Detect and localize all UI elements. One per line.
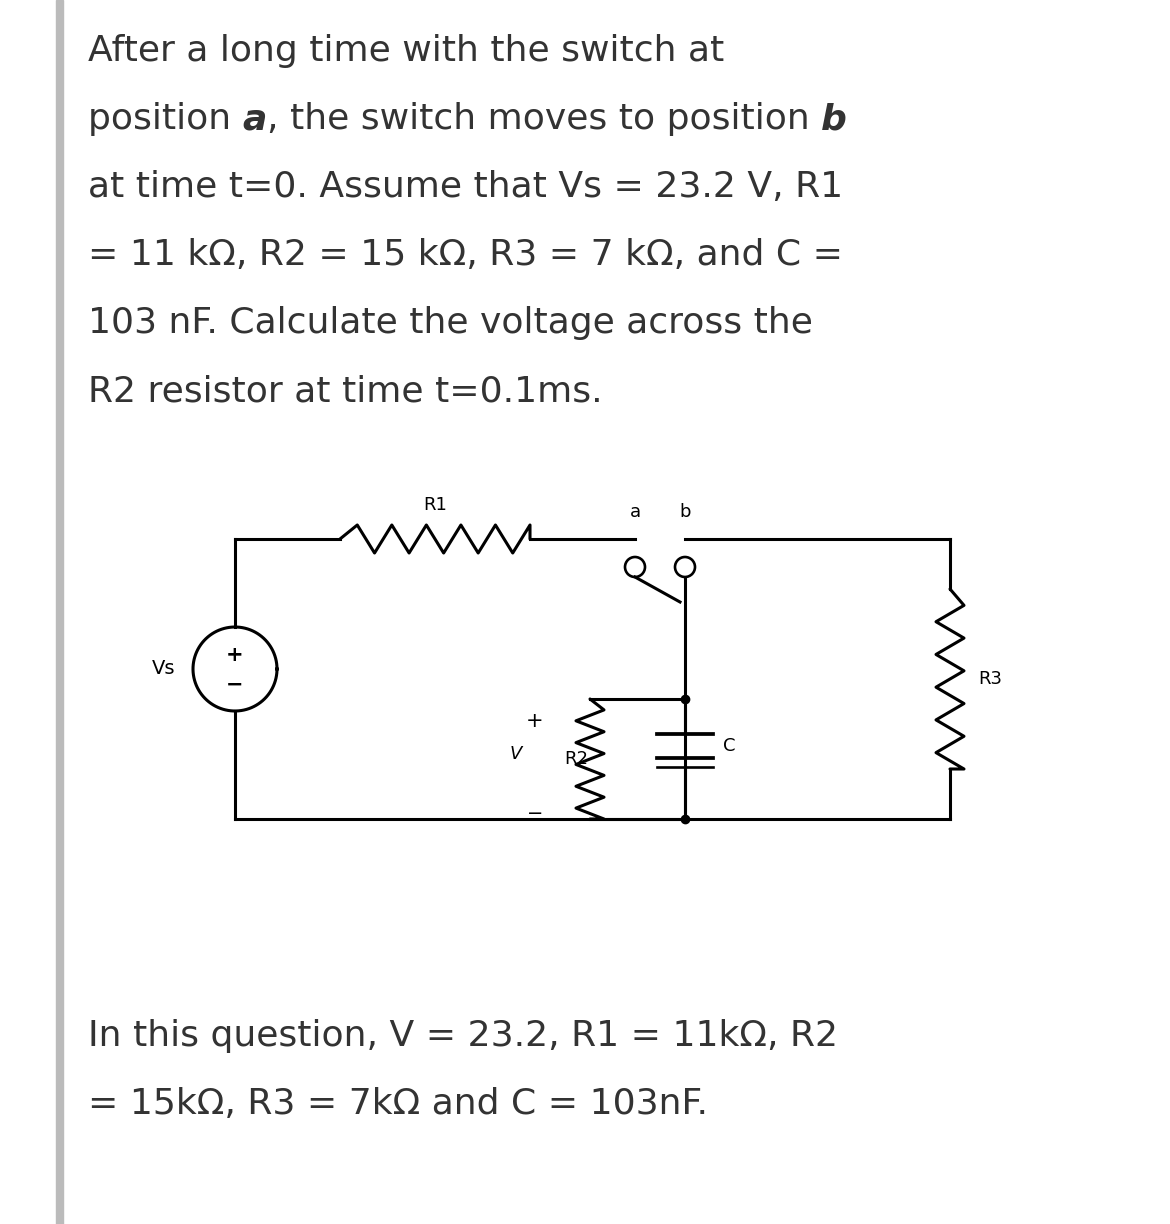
Text: R1: R1 xyxy=(424,496,447,514)
Text: V: V xyxy=(510,745,522,763)
Text: b: b xyxy=(821,102,847,136)
Text: R2 resistor at time t=0.1ms.: R2 resistor at time t=0.1ms. xyxy=(88,375,603,408)
Text: a: a xyxy=(242,102,267,136)
Text: at time t=0. Assume that Vs = 23.2 V, R1: at time t=0. Assume that Vs = 23.2 V, R1 xyxy=(88,170,844,204)
Text: = 15kΩ, R3 = 7kΩ and C = 103nF.: = 15kΩ, R3 = 7kΩ and C = 103nF. xyxy=(88,1087,708,1121)
Text: R2: R2 xyxy=(564,750,589,767)
Text: +: + xyxy=(226,645,243,665)
Text: a: a xyxy=(629,503,640,521)
Text: −: − xyxy=(226,674,243,695)
Bar xyxy=(56,0,63,1224)
Text: b: b xyxy=(680,503,690,521)
Text: Vs: Vs xyxy=(151,660,176,678)
Text: In this question, V = 23.2, R1 = 11kΩ, R2: In this question, V = 23.2, R1 = 11kΩ, R… xyxy=(88,1020,838,1053)
Text: 103 nF. Calculate the voltage across the: 103 nF. Calculate the voltage across the xyxy=(88,306,813,340)
Text: After a long time with the switch at: After a long time with the switch at xyxy=(88,34,724,69)
Text: R3: R3 xyxy=(978,670,1002,688)
Text: = 11 kΩ, R2 = 15 kΩ, R3 = 7 kΩ, and C =: = 11 kΩ, R2 = 15 kΩ, R3 = 7 kΩ, and C = xyxy=(88,237,844,272)
Text: −: − xyxy=(526,804,543,824)
Text: position: position xyxy=(88,102,242,136)
Text: C: C xyxy=(723,737,736,755)
Text: +: + xyxy=(526,711,544,731)
Text: , the switch moves to position: , the switch moves to position xyxy=(267,102,821,136)
